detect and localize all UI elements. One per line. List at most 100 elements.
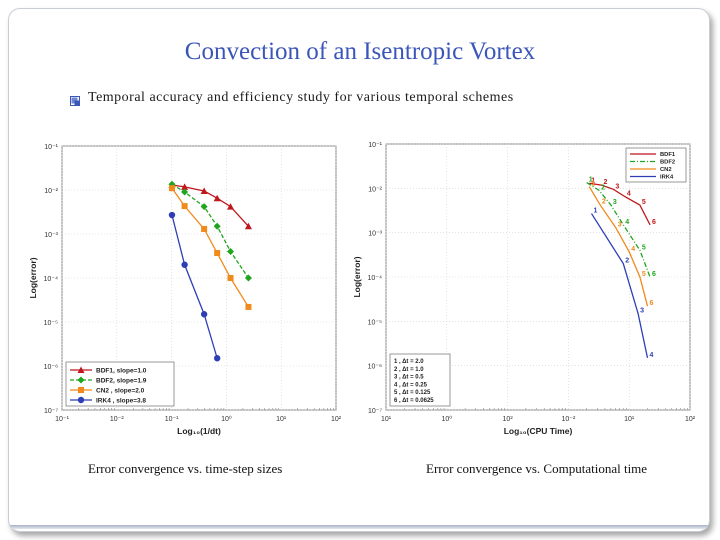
x-tick-label: 10⁰ xyxy=(221,415,232,423)
y-tick-label: 10⁻³ xyxy=(368,231,382,238)
x-tick-label: 10² xyxy=(331,416,342,423)
data-point-marker xyxy=(168,185,175,192)
data-point-marker xyxy=(227,248,235,256)
data-point-label: 6 xyxy=(652,219,656,226)
y-tick-label: 10⁻⁵ xyxy=(368,319,382,326)
chart-error-vs-cpu-time: 10¹ 10⁰ 10² 10⁻² 10¹ 10² 10⁻¹ 10⁻² 10⁻³ 10⁻⁴ 10⁻⁵ 1… xyxy=(352,142,696,436)
x-tick-label: 10⁻² xyxy=(561,416,575,423)
data-point-label: 4 xyxy=(650,352,654,359)
checkbox-bullet-icon xyxy=(70,93,80,106)
y-tick-label: 10⁻² xyxy=(44,188,58,195)
data-point-marker xyxy=(181,203,188,210)
x-tick-label: 10¹ xyxy=(276,416,287,423)
x-axis-label: Log₁₀(CPU Time) xyxy=(504,426,573,436)
data-point-label: 5 xyxy=(642,199,646,206)
data-point-marker xyxy=(168,211,176,219)
series-line xyxy=(588,186,649,307)
x-tick-label: 10¹ xyxy=(624,416,635,423)
slide-footer-bar xyxy=(10,525,708,529)
chart-error-vs-dt: 10⁻¹ 10⁻² 10⁻¹ 10⁰ 10¹ 10² 10⁻¹ 10⁻² 10⁻³ 10⁻⁴ 10⁻… xyxy=(28,144,342,436)
legend-box xyxy=(65,361,175,407)
data-point-label: 1 xyxy=(591,180,595,187)
y-tick-label: 10⁻⁴ xyxy=(368,275,383,282)
y-tick-label: 10⁻⁷ xyxy=(368,408,382,415)
step-legend-entry: 3 , Δt = 0.5 xyxy=(394,375,424,381)
y-tick-label: 10⁻⁶ xyxy=(44,364,58,371)
data-point-label: 3 xyxy=(618,222,622,229)
data-point-marker xyxy=(77,376,85,384)
data-point-label: 3 xyxy=(640,308,644,315)
slide-title: Convection of an Isentropic Vortex xyxy=(184,38,536,65)
series-line xyxy=(586,182,651,278)
y-tick-label: 10⁻⁵ xyxy=(44,320,58,327)
data-point-label: 1 xyxy=(591,177,595,184)
x-tick-label: 10¹ xyxy=(381,416,392,423)
step-legend-entry: 4 , Δt = 0.25 xyxy=(394,382,428,388)
legend-label: BDF1 xyxy=(660,152,676,158)
data-point-label: 4 xyxy=(631,246,635,253)
data-point-marker xyxy=(213,194,221,202)
data-point-marker xyxy=(181,261,188,268)
data-point-marker xyxy=(77,396,85,404)
legend-label: BDF2, slope=1.9 xyxy=(96,378,147,385)
x-axis-label: Log₁₀(1/dt) xyxy=(177,426,221,436)
y-tick-label: 10⁻⁴ xyxy=(44,276,59,283)
data-point-marker xyxy=(214,249,221,256)
data-point-label: 3 xyxy=(615,183,619,190)
data-point-label: 1 xyxy=(594,208,598,215)
data-point-marker xyxy=(213,222,221,230)
data-point-marker xyxy=(244,222,252,230)
series-line xyxy=(171,184,249,227)
data-point-label: 6 xyxy=(650,300,654,307)
data-point-label: 6 xyxy=(652,271,656,278)
caption-left: Error convergence vs. time-step sizes xyxy=(88,461,283,476)
legend-label: BDF1, slope=1.0 xyxy=(96,368,147,375)
step-legend-box xyxy=(389,353,451,407)
data-point-label: 1 xyxy=(589,177,593,184)
data-point-label: 2 xyxy=(625,258,629,265)
y-tick-label: 10⁻¹ xyxy=(44,144,58,151)
data-point-label: 3 xyxy=(613,199,617,206)
y-tick-label: 10⁻³ xyxy=(44,232,58,239)
y-tick-label: 10⁻⁷ xyxy=(44,408,58,415)
series-line xyxy=(590,213,649,358)
step-legend-entry: 2 , Δt = 1.0 xyxy=(394,367,424,373)
data-point-label: 5 xyxy=(642,244,646,251)
data-point-label: 2 xyxy=(603,179,607,186)
step-legend-entry: 1 , Δt = 2.0 xyxy=(394,359,424,365)
data-point-marker xyxy=(200,187,208,194)
y-tick-label: 10⁻² xyxy=(368,186,382,193)
data-point-marker xyxy=(181,188,189,196)
data-point-marker xyxy=(77,366,85,373)
legend-label: BDF2 xyxy=(660,160,675,166)
data-point-marker xyxy=(244,274,252,282)
data-point-label: 5 xyxy=(642,271,646,278)
data-point-marker xyxy=(245,303,252,310)
series-line xyxy=(589,182,651,226)
data-point-marker xyxy=(78,387,84,393)
y-axis-label: Log(error) xyxy=(28,257,38,298)
legend-label: IRK4 , slope=3.8 xyxy=(96,398,146,405)
x-tick-label: 10⁰ xyxy=(442,415,453,423)
legend-label: CN2 xyxy=(660,167,672,173)
data-point-marker xyxy=(168,180,176,188)
y-axis-label: Log(error) xyxy=(352,256,362,297)
x-tick-label: 10² xyxy=(503,416,514,423)
x-tick-label: 10⁻¹ xyxy=(55,416,69,423)
data-point-label: 2 xyxy=(602,199,606,206)
data-point-marker xyxy=(201,225,208,232)
caption-right: Error convergence vs. Computational time xyxy=(426,461,648,476)
data-point-marker xyxy=(200,203,208,211)
legend-label: CN2 , slope=2.0 xyxy=(96,388,145,395)
x-tick-label: 10⁻¹ xyxy=(165,416,179,423)
series-line xyxy=(171,214,218,359)
step-legend-entry: 6 , Δt = 0.0625 xyxy=(394,398,434,404)
data-point-marker xyxy=(181,183,189,190)
x-tick-label: 10⁻² xyxy=(110,416,124,423)
data-point-marker xyxy=(227,275,234,281)
data-point-label: 2 xyxy=(601,184,605,191)
bullet-text: Temporal accuracy and efficiency study f… xyxy=(88,90,514,105)
data-point-marker xyxy=(213,355,221,362)
data-point-label: 4 xyxy=(625,219,629,226)
data-point-label: 4 xyxy=(627,191,631,198)
